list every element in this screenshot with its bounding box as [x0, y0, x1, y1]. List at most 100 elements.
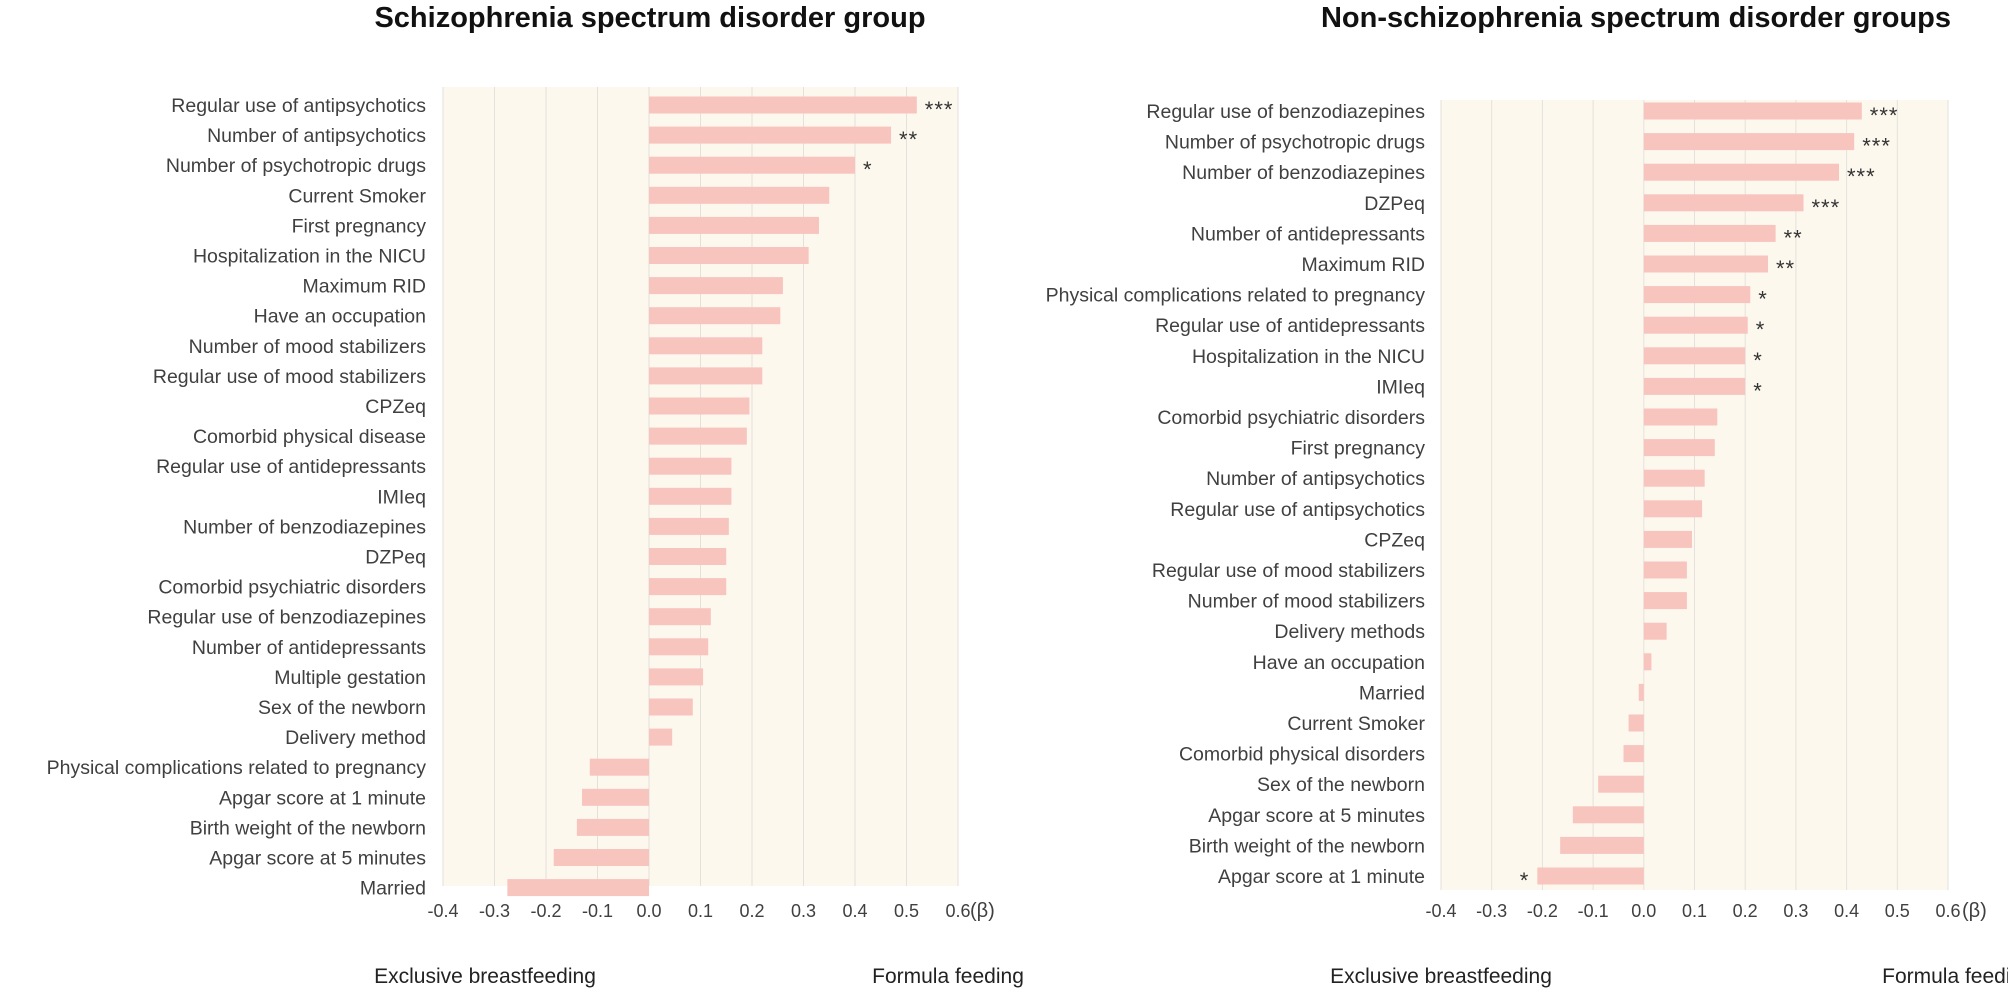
chart2-bar [1537, 867, 1644, 885]
chart1-x-tick-label: 0.1 [688, 901, 713, 921]
chart2-bar [1643, 224, 1776, 242]
chart1-bar [649, 397, 750, 415]
chart1-bar [582, 788, 649, 806]
chart1-category-label: CPZeq [365, 396, 426, 418]
chart-2: -0.4 -0.3 -0.2 -0.1 0.0 0.1 0.2 0.3 0.4 0.5 0.6 (β)… [1046, 2, 2008, 988]
chart1-bar [649, 156, 855, 174]
chart1-bar [649, 337, 763, 355]
chart1-title: Schizophrenia spectrum disorder group [374, 2, 925, 34]
chart1-bar [649, 126, 892, 144]
chart1-bar [507, 879, 649, 897]
chart2-bar [1643, 377, 1746, 395]
chart1-x-tick-label: -0.4 [427, 901, 458, 921]
chart2-bar [1643, 530, 1692, 548]
chart2-category-label: Hospitalization in the NICU [1192, 346, 1425, 368]
chart1-bar [649, 216, 819, 234]
chart2-direction-label-left: Exclusive breastfeeding [1330, 965, 1552, 988]
chart1-bar [649, 487, 732, 505]
chart2-category-label: Sex of the newborn [1257, 774, 1425, 796]
chart1-category-label: Hospitalization in the NICU [193, 246, 426, 268]
chart2-significance-mark: ** [1784, 225, 1803, 250]
chart2-category-label: Number of antipsychotics [1206, 468, 1425, 490]
chart2-x-tick-label: -0.3 [1476, 901, 1507, 921]
chart2-significance-mark: *** [1870, 103, 1899, 128]
chart2-significance-mark: *** [1862, 134, 1891, 159]
chart2-category-label: Apgar score at 5 minutes [1208, 805, 1425, 827]
chart2-bar [1643, 500, 1703, 518]
chart2-bar [1643, 286, 1751, 304]
chart1-category-label: DZPeq [365, 547, 426, 569]
chart2-x-tick-label: 0.2 [1733, 901, 1758, 921]
chart1-category-label: Regular use of antipsychotics [171, 95, 426, 117]
chart1-category-label: Multiple gestation [274, 667, 426, 689]
chart1-bar [649, 517, 729, 535]
chart1-x-tick-label: -0.2 [530, 901, 561, 921]
chart2-significance-mark: * [1756, 317, 1766, 342]
chart2-category-label: Have an occupation [1253, 652, 1425, 674]
chart2-significance-mark: *** [1847, 164, 1876, 189]
chart2-bar [1643, 592, 1687, 610]
chart2-bar [1623, 745, 1644, 763]
chart1-bar [649, 367, 763, 385]
chart2-category-label: Number of mood stabilizers [1188, 591, 1426, 613]
chart2-bar [1643, 102, 1862, 120]
chart1-category-label: Married [360, 878, 426, 900]
chart2-category-label: Number of benzodiazepines [1182, 162, 1425, 184]
chart1-x-tick-label: -0.3 [479, 901, 510, 921]
chart1-category-label: Comorbid psychiatric disorders [158, 577, 426, 599]
chart1-category-label: Regular use of benzodiazepines [147, 607, 426, 629]
chart2-category-label: Physical complications related to pregna… [1046, 285, 1426, 307]
chart2-bar [1643, 194, 1804, 212]
chart1-bar [649, 698, 693, 716]
chart1-bar [649, 578, 727, 596]
chart2-category-label: DZPeq [1364, 193, 1425, 215]
chart1-x-tick-label: 0.6 [945, 901, 970, 921]
chart2-category-label: Birth weight of the newborn [1189, 835, 1425, 857]
chart1-x-tick-label: 0.3 [791, 901, 816, 921]
chart1-x-unit-label: (β) [970, 900, 995, 922]
chart2-title: Non-schizophrenia spectrum disorder grou… [1321, 2, 1951, 34]
chart2-x-tick-label: 0.5 [1885, 901, 1910, 921]
chart2-bar [1643, 408, 1718, 426]
chart1-bar [649, 668, 704, 686]
chart1-bar [649, 247, 809, 264]
chart-1: -0.4 -0.3 -0.2 -0.1 0.0 0.1 0.2 0.3 0.4 0.5 0.6 (β)… [47, 2, 1024, 988]
chart1-significance-mark: *** [925, 97, 954, 122]
chart2-category-label: Maximum RID [1301, 254, 1425, 276]
chart1-category-label: Comorbid physical disease [193, 426, 426, 448]
chart1-category-label: Number of antidepressants [192, 637, 426, 659]
chart2-significance-mark: ** [1776, 256, 1795, 281]
chart1-category-label: Birth weight of the newborn [190, 817, 426, 839]
chart1-category-label: Number of psychotropic drugs [166, 155, 426, 177]
chart2-category-label: Comorbid physical disorders [1179, 744, 1425, 766]
chart2-x-tick-label: -0.2 [1527, 901, 1558, 921]
chart1-category-label: Regular use of antidepressants [156, 456, 426, 478]
chart2-bar [1643, 653, 1652, 671]
chart1-category-label: Current Smoker [288, 185, 426, 207]
chart2-bar [1560, 836, 1644, 854]
chart2-bar [1638, 683, 1644, 701]
chart2-x-unit-label: (β) [1962, 900, 1987, 922]
chart2-category-label: CPZeq [1364, 529, 1425, 551]
chart1-category-label: Apgar score at 5 minutes [209, 848, 426, 870]
chart1-category-label: Delivery method [285, 727, 426, 749]
chart1-bar [649, 186, 830, 204]
chart2-bar [1643, 469, 1705, 487]
chart2-significance-mark: *** [1812, 195, 1841, 220]
chart1-category-label: Apgar score at 1 minute [219, 787, 426, 809]
chart2-x-tick-label: 0.4 [1834, 901, 1859, 921]
chart2-category-label: IMIeq [1376, 376, 1425, 398]
chart2-significance-mark: * [1520, 868, 1530, 893]
chart1-x-tick-label: 0.2 [739, 901, 764, 921]
chart1-x-tick-label: -0.1 [582, 901, 613, 921]
chart1-bar [649, 638, 709, 656]
chart1-category-label: Sex of the newborn [258, 697, 426, 719]
chart1-direction-label-right: Formula feeding [872, 965, 1024, 988]
chart2-bar [1643, 347, 1746, 365]
chart2-category-label: Regular use of benzodiazepines [1146, 101, 1425, 123]
chart2-significance-mark: * [1758, 287, 1768, 312]
chart2-significance-mark: * [1753, 348, 1763, 373]
chart1-category-label: Maximum RID [302, 276, 426, 298]
chart2-category-label: Regular use of mood stabilizers [1152, 560, 1425, 582]
